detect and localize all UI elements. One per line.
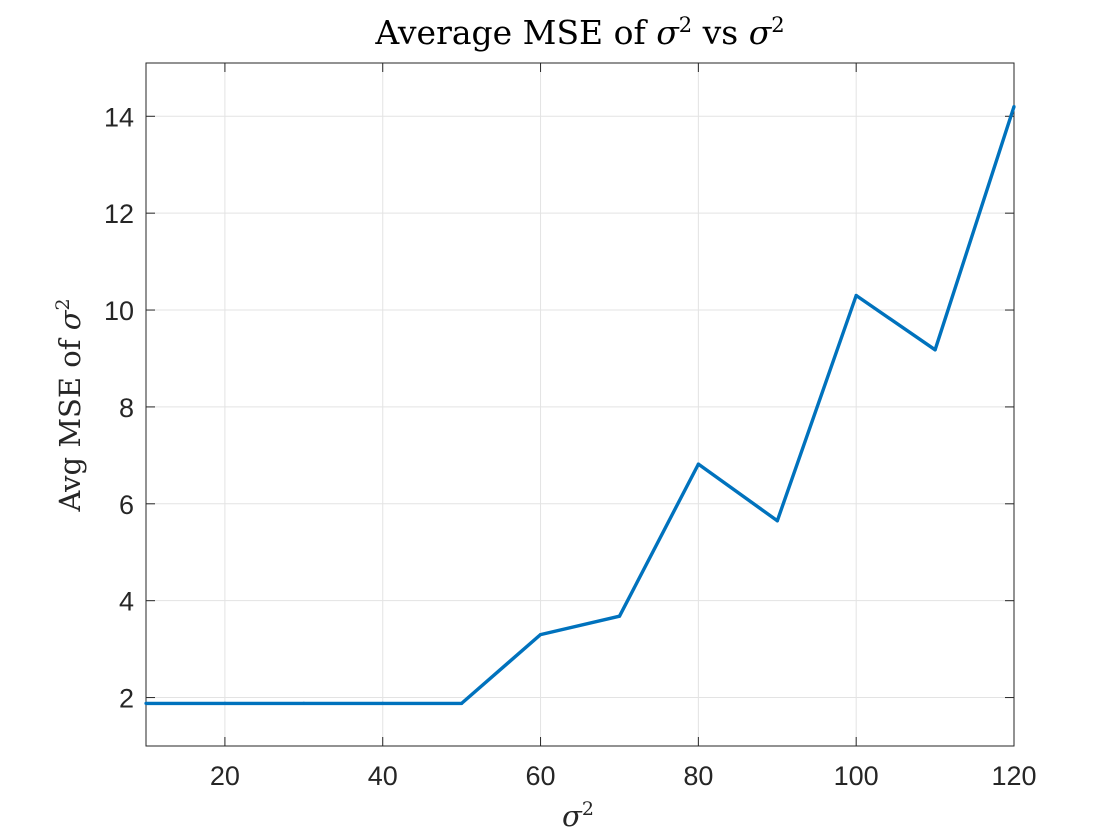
data-point — [460, 701, 464, 705]
x-tick-label: 100 — [834, 761, 879, 791]
data-point — [617, 614, 622, 618]
y-tick-label: 6 — [119, 490, 134, 520]
x-tick-label: 20 — [210, 761, 240, 791]
y-axis-label: Avg MSE of σ2 — [52, 298, 87, 512]
data-point — [696, 462, 700, 466]
y-tick-label: 4 — [119, 587, 134, 617]
data-point — [223, 701, 227, 705]
series-layer — [144, 104, 1016, 706]
y-tick-label: 12 — [104, 199, 134, 229]
data-point — [144, 701, 148, 705]
y-tick-label: 2 — [119, 684, 134, 714]
title-sigma-symbol: σ — [656, 13, 680, 52]
data-point — [538, 632, 543, 637]
x-tick-label: 40 — [368, 761, 398, 791]
x-tick-labels: 20 40 60 80 100 120 — [210, 761, 1037, 791]
plot-area-border — [145, 62, 1015, 747]
title-superscript: 2 — [771, 13, 784, 37]
y-tick-label: 8 — [119, 393, 134, 423]
y-tick-label: 14 — [104, 102, 134, 132]
x-tick-label: 80 — [683, 761, 713, 791]
data-point — [302, 701, 306, 705]
x-axis-label: σ2 — [562, 798, 594, 833]
x-tick-label: 120 — [991, 761, 1036, 791]
y-tick-labels: 2 4 6 8 10 12 14 — [104, 102, 134, 713]
chart-title: Average MSE of σ2 vs σ2 — [374, 13, 784, 52]
x-tick-label: 60 — [526, 761, 556, 791]
data-point — [381, 701, 385, 705]
data-point — [933, 348, 937, 352]
series-line — [146, 106, 1016, 706]
title-superscript: 2 — [679, 13, 692, 37]
data-point — [854, 293, 858, 298]
y-tick-label: 10 — [104, 296, 134, 326]
title-sigma-symbol: σ — [749, 13, 773, 52]
data-point — [775, 519, 779, 523]
data-point — [1012, 104, 1016, 109]
